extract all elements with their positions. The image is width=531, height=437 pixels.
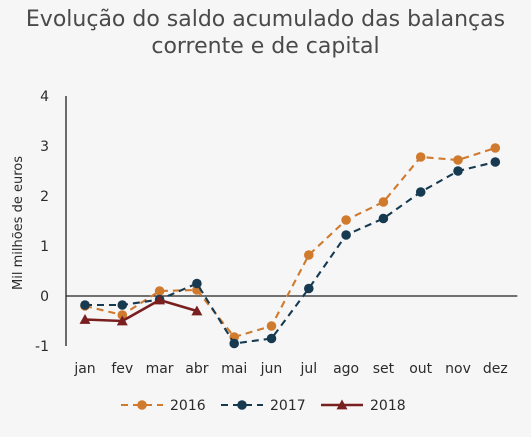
- x-tick-label: jul: [299, 361, 317, 377]
- data-point-2018: [79, 314, 91, 324]
- data-point-2016: [378, 197, 389, 207]
- legend: 2016 2017 2018: [121, 398, 406, 414]
- series-2017: [80, 157, 501, 349]
- data-point-2017: [453, 166, 463, 176]
- data-point-2018: [154, 294, 166, 305]
- x-tick-label: mar: [146, 361, 174, 377]
- data-point-2016: [154, 286, 165, 296]
- data-point-2016: [117, 310, 128, 320]
- series-line-2018: [84, 298, 198, 323]
- y-axis-label: Mil milhões de euros: [11, 156, 26, 290]
- legend-item-2016: 2016: [121, 398, 206, 414]
- x-tick-label: ago: [333, 361, 359, 377]
- legend-label-2018: 2018: [370, 398, 406, 414]
- data-point-2017: [341, 230, 351, 240]
- legend-label-2016: 2016: [170, 398, 206, 414]
- series-2016: [80, 143, 501, 342]
- data-point-2016: [453, 155, 463, 165]
- data-point-2017: [266, 333, 277, 344]
- data-point-2017: [80, 300, 90, 310]
- x-tick-label: abr: [185, 361, 208, 377]
- axes: -1 0 1 2 3 4 jan fev mar abr mai jun jul ago set out nov…: [11, 89, 518, 377]
- legend-item-2017: 2017: [221, 398, 306, 414]
- x-tick-label: set: [373, 361, 395, 377]
- x-tick-label: fev: [111, 361, 133, 377]
- data-point-2018: [116, 315, 128, 326]
- data-point-2017: [304, 283, 314, 294]
- legend-marker-2017: [237, 400, 247, 410]
- x-tick-label: jun: [260, 361, 283, 377]
- chart-title-line-2: corrente e de capital: [151, 34, 380, 59]
- x-tick-label: nov: [445, 361, 471, 377]
- data-point-2017: [192, 278, 202, 289]
- legend-item-2018: 2018: [321, 398, 406, 414]
- x-tick-label: out: [409, 361, 432, 377]
- series-line-2016: [84, 147, 496, 339]
- y-tick-label: 0: [40, 289, 49, 305]
- series-layer: [79, 143, 501, 349]
- y-tick-label: 2: [40, 189, 49, 205]
- data-point-2016: [266, 321, 277, 331]
- chart-title-line-1: Evolução do saldo acumulado das balanças: [25, 7, 506, 32]
- series-line-2017: [85, 160, 496, 345]
- y-tick-label: 4: [40, 89, 49, 105]
- data-point-2017: [229, 338, 239, 349]
- x-tick-label: jan: [73, 361, 95, 377]
- data-point-2016: [415, 152, 426, 162]
- data-point-2017: [490, 157, 501, 167]
- x-tick-label: dez: [483, 361, 508, 377]
- y-tick-label: -1: [35, 339, 49, 355]
- data-point-2017: [378, 213, 389, 224]
- data-point-2016: [490, 143, 501, 153]
- chart-title: Evolução do saldo acumulado das balanças…: [0, 6, 531, 60]
- legend-marker-2016: [137, 400, 147, 410]
- series-2018: [79, 294, 203, 326]
- y-tick-label: 1: [40, 239, 49, 255]
- legend-marker-2018: [336, 399, 348, 410]
- data-point-2016: [304, 250, 314, 260]
- y-tick-label: 3: [40, 139, 49, 155]
- data-point-2017: [415, 187, 426, 197]
- legend-label-2017: 2017: [270, 398, 306, 414]
- x-tick-label: mai: [221, 361, 247, 377]
- data-point-2017: [117, 300, 128, 310]
- data-point-2016: [341, 215, 351, 225]
- data-point-2018: [191, 305, 203, 316]
